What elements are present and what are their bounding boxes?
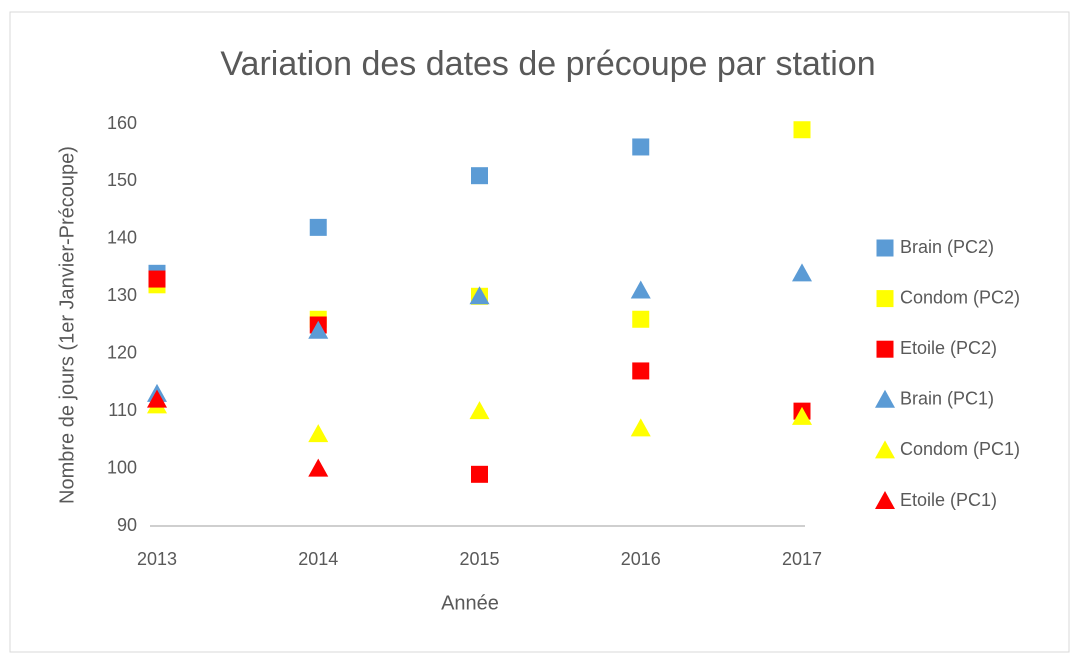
legend-label: Brain (PC2) [900, 237, 994, 257]
data-point [309, 218, 327, 236]
legend-marker [875, 491, 895, 509]
data-point [632, 310, 650, 328]
legend-marker [876, 290, 894, 308]
data-point [308, 424, 329, 443]
y-tick-label: 100 [107, 457, 137, 477]
data-point [792, 263, 812, 282]
y-tick-label: 150 [107, 170, 137, 190]
x-tick-label: 2015 [459, 549, 499, 569]
x-axis-title: Année [441, 592, 499, 614]
legend-marker [875, 440, 895, 459]
x-tick-label: 2017 [782, 549, 822, 569]
data-point [630, 280, 651, 299]
x-tick-label: 2016 [621, 549, 661, 569]
chart-border [9, 11, 1070, 653]
x-tick-label: 2013 [137, 549, 177, 569]
y-axis-title: Nombre de jours (1er Janvier-Précoupe) [56, 146, 78, 504]
y-tick-label: 160 [107, 113, 137, 133]
y-tick-label: 140 [107, 228, 137, 248]
legend-marker [876, 340, 894, 358]
data-point [632, 362, 650, 380]
y-tick-label: 120 [107, 342, 137, 362]
data-point [308, 320, 329, 339]
chart-title: Variation des dates de précoupe par stat… [220, 45, 875, 83]
legend-marker [875, 389, 895, 408]
legend-label: Brain (PC1) [900, 389, 994, 409]
data-point [469, 401, 490, 420]
y-tick-label: 110 [108, 400, 137, 420]
x-tick-label: 2014 [298, 549, 338, 569]
legend-marker [876, 239, 894, 257]
data-point [469, 286, 490, 305]
legend-label: Condom (PC1) [900, 439, 1020, 459]
legend-label: Etoile (PC2) [900, 338, 997, 358]
data-point [147, 389, 167, 408]
data-point [632, 138, 650, 156]
data-point [792, 406, 812, 425]
y-tick-label: 90 [117, 515, 137, 535]
data-point [148, 270, 166, 288]
data-point [308, 458, 329, 477]
data-point [471, 167, 488, 185]
data-point [471, 465, 488, 483]
legend-label: Condom (PC2) [900, 287, 1020, 307]
data-point [630, 418, 651, 437]
y-tick-label: 130 [107, 285, 137, 305]
legend-label: Etoile (PC1) [900, 490, 997, 510]
data-point [793, 121, 811, 139]
